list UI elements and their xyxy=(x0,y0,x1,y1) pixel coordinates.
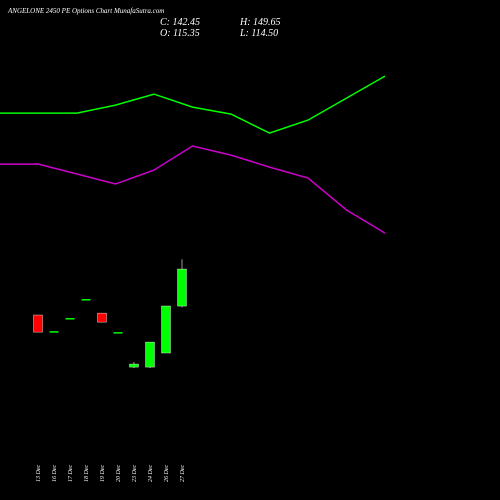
x-tick-label: 17 Dec xyxy=(68,465,74,482)
candle-body xyxy=(145,341,155,368)
candle-body xyxy=(65,318,75,320)
candle-body xyxy=(129,363,139,368)
chart-title: ANGELONE 2450 PE Options Chart MunafaSut… xyxy=(7,7,164,15)
x-tick-label: 13 Dec xyxy=(36,465,42,482)
x-tick-label: 20 Dec xyxy=(116,465,122,482)
x-tick-label: 27 Dec xyxy=(180,465,186,482)
candle-body xyxy=(97,312,107,323)
candle-body xyxy=(177,268,187,307)
x-tick-label: 16 Dec xyxy=(52,465,58,482)
candle-body xyxy=(81,299,91,301)
high-label: H: 149.65 xyxy=(239,17,281,28)
candle-body xyxy=(113,332,123,334)
open-label: O: 115.35 xyxy=(160,28,200,39)
candle-body xyxy=(33,314,43,333)
x-tick-label: 23 Dec xyxy=(132,465,138,482)
indicator-line xyxy=(0,75,386,134)
candle-body xyxy=(49,331,59,333)
x-tick-label: 19 Dec xyxy=(100,465,106,482)
low-label: L: 114.50 xyxy=(239,28,278,39)
candle-body xyxy=(161,305,171,354)
indicator-line xyxy=(0,145,386,234)
x-tick-label: 18 Dec xyxy=(84,465,90,482)
close-label: C: 142.45 xyxy=(160,17,200,28)
x-tick-label: 26 Dec xyxy=(164,465,170,482)
x-tick-label: 24 Dec xyxy=(147,465,154,482)
